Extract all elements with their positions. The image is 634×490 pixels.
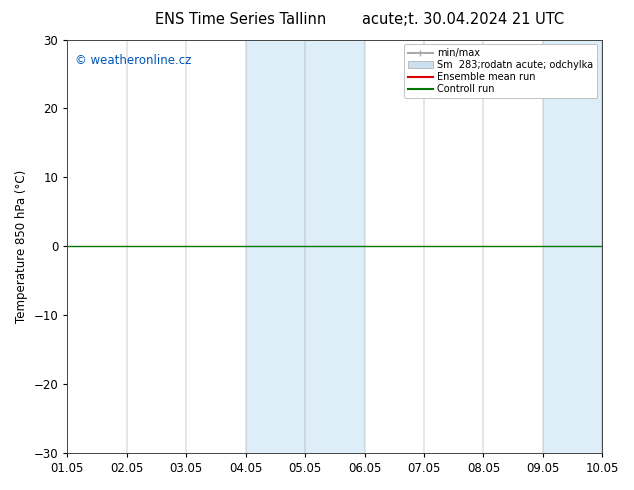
Y-axis label: Temperature 850 hPa (°C): Temperature 850 hPa (°C) bbox=[15, 170, 28, 323]
Text: ENS Time Series Tallinn: ENS Time Series Tallinn bbox=[155, 12, 327, 27]
Legend: min/max, Sm  283;rodatn acute; odchylka, Ensemble mean run, Controll run: min/max, Sm 283;rodatn acute; odchylka, … bbox=[404, 45, 597, 98]
Text: © weatheronline.cz: © weatheronline.cz bbox=[75, 54, 191, 67]
Text: acute;t. 30.04.2024 21 UTC: acute;t. 30.04.2024 21 UTC bbox=[362, 12, 564, 27]
Bar bbox=[245, 40, 305, 453]
Bar bbox=[543, 40, 602, 453]
Bar bbox=[305, 40, 365, 453]
